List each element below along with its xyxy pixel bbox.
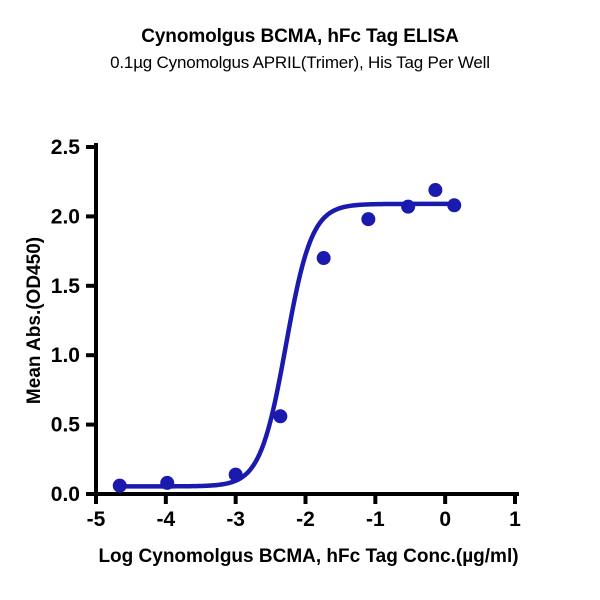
fitted-curve bbox=[117, 201, 457, 489]
title-block: Cynomolgus BCMA, hFc Tag ELISA 0.1µg Cyn… bbox=[0, 24, 600, 76]
x-axis-label: Log Cynomolgus BCMA, hFc Tag Conc.(µg/ml… bbox=[98, 546, 518, 567]
y-axis-tick-labels: 0.0 0.5 1.0 1.5 2.0 2.5 bbox=[51, 136, 81, 506]
data-point-markers bbox=[112, 183, 462, 493]
x-axis-tick-labels: -5 -4 -3 -2 -1 0 1 bbox=[87, 508, 522, 531]
data-point bbox=[228, 467, 243, 482]
x-tick-label: 0 bbox=[439, 508, 451, 531]
data-point bbox=[160, 475, 175, 490]
x-tick-label: 1 bbox=[509, 508, 521, 531]
x-tick-label: -2 bbox=[296, 508, 315, 531]
y-axis-label: Mean Abs.(OD450) bbox=[24, 237, 45, 404]
data-point bbox=[361, 212, 376, 227]
y-tick-label: 0.5 bbox=[51, 414, 81, 437]
y-tick-label: 0.0 bbox=[51, 483, 80, 506]
x-tick-label: -5 bbox=[87, 508, 106, 531]
y-tick-label: 2.5 bbox=[51, 136, 81, 159]
y-tick-label: 2.0 bbox=[51, 205, 80, 228]
data-point bbox=[273, 409, 288, 424]
x-tick-label: -3 bbox=[226, 508, 245, 531]
data-point bbox=[447, 198, 462, 213]
chart-title: Cynomolgus BCMA, hFc Tag ELISA bbox=[141, 26, 459, 47]
x-axis-ticks bbox=[94, 494, 517, 504]
data-point bbox=[401, 199, 416, 214]
y-tick-label: 1.5 bbox=[51, 275, 81, 298]
data-point bbox=[316, 251, 331, 266]
y-tick-label: 1.0 bbox=[51, 344, 80, 367]
x-tick-label: -1 bbox=[366, 508, 385, 531]
x-tick-label: -4 bbox=[156, 508, 175, 531]
data-point bbox=[428, 183, 443, 198]
chart-subtitle: 0.1µg Cynomolgus APRIL(Trimer), His Tag … bbox=[110, 53, 490, 72]
data-point bbox=[112, 478, 127, 493]
